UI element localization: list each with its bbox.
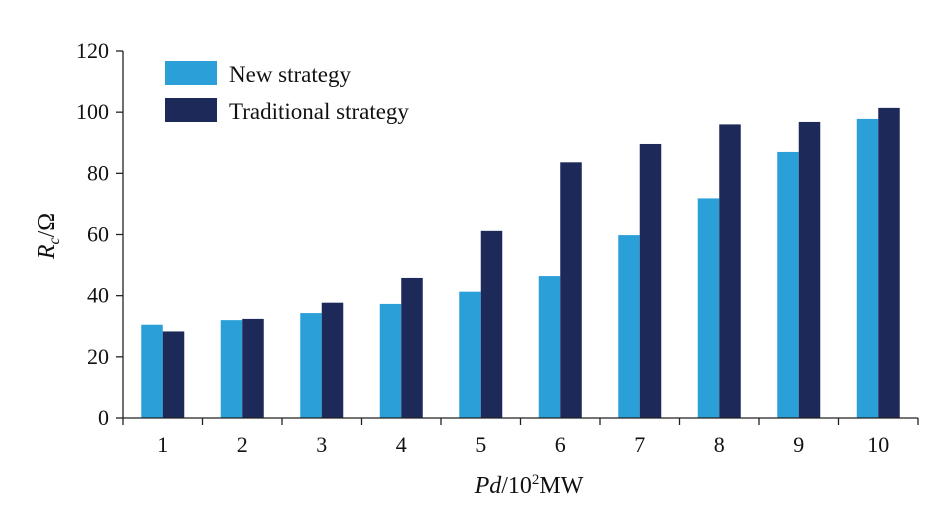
y-axis-title-subscript: c	[46, 237, 63, 244]
y-tick-label-60: 60	[87, 222, 109, 247]
bar-new-strategy-9	[777, 151, 799, 418]
y-axis-title-symbol: R	[34, 244, 60, 260]
y-tick-label-40: 40	[87, 283, 109, 308]
bar-traditional-strategy-9	[798, 121, 821, 418]
x-tick-label-10: 10	[867, 432, 889, 457]
x-tick-label-4: 4	[396, 432, 407, 457]
y-axis-title-unit: /Ω	[34, 213, 60, 238]
x-tick-label-6: 6	[555, 432, 566, 457]
x-tick-label-9: 9	[793, 432, 804, 457]
x-tick-label-1: 1	[157, 432, 168, 457]
bar-traditional-strategy-6	[560, 162, 582, 418]
bar-new-strategy-4	[379, 303, 402, 418]
x-tick-label-3: 3	[316, 432, 327, 457]
x-tick-label-5: 5	[475, 432, 486, 457]
bar-new-strategy-7	[618, 235, 640, 418]
legend-swatch-traditional-strategy	[165, 98, 217, 122]
bar-new-strategy-5	[459, 291, 481, 418]
bar-new-strategy-8	[697, 198, 720, 418]
bar-traditional-strategy-10	[878, 107, 900, 418]
bar-new-strategy-6	[538, 276, 561, 418]
legend-label-new-strategy: New strategy	[229, 62, 351, 87]
y-tick-label-20: 20	[87, 344, 109, 369]
legend-swatch-new-strategy	[165, 61, 217, 85]
bar-new-strategy-3	[300, 313, 322, 418]
y-axis-ticks: 0 20 40 60 80 100 120	[76, 38, 123, 430]
bar-traditional-strategy-5	[480, 230, 503, 418]
legend-label-traditional-strategy: Traditional strategy	[229, 99, 409, 124]
x-axis-ticks: 1 2 3 4 5 6 7 8 9 10	[122, 418, 919, 457]
bar-traditional-strategy-7	[639, 143, 662, 418]
bar-new-strategy-1	[141, 324, 163, 418]
y-tick-label-80: 80	[87, 160, 109, 185]
x-tick-label-8: 8	[714, 432, 725, 457]
x-axis-title-scale: /10	[501, 473, 532, 499]
bar-new-strategy-10	[856, 118, 879, 419]
x-axis-title-symbol: Pd	[474, 473, 503, 499]
x-tick-label-7: 7	[634, 432, 645, 457]
bars	[141, 107, 900, 419]
y-axis-title: Rc/Ω	[34, 213, 63, 260]
y-tick-label-100: 100	[76, 99, 109, 124]
bar-new-strategy-2	[220, 320, 243, 418]
x-axis-title-superscript: 2	[532, 472, 540, 488]
bar-traditional-strategy-4	[401, 277, 423, 418]
bar-traditional-strategy-8	[719, 124, 741, 419]
x-axis-title-unit: MW	[539, 473, 583, 499]
x-tick-label-2: 2	[237, 432, 248, 457]
bar-traditional-strategy-3	[321, 302, 344, 418]
x-axis-title: Pd/102MW	[474, 472, 584, 499]
bar-traditional-strategy-2	[242, 318, 264, 418]
legend: New strategy Traditional strategy	[165, 61, 409, 124]
y-tick-label-120: 120	[76, 38, 109, 63]
y-tick-label-0: 0	[98, 405, 109, 430]
bar-traditional-strategy-1	[162, 331, 185, 418]
